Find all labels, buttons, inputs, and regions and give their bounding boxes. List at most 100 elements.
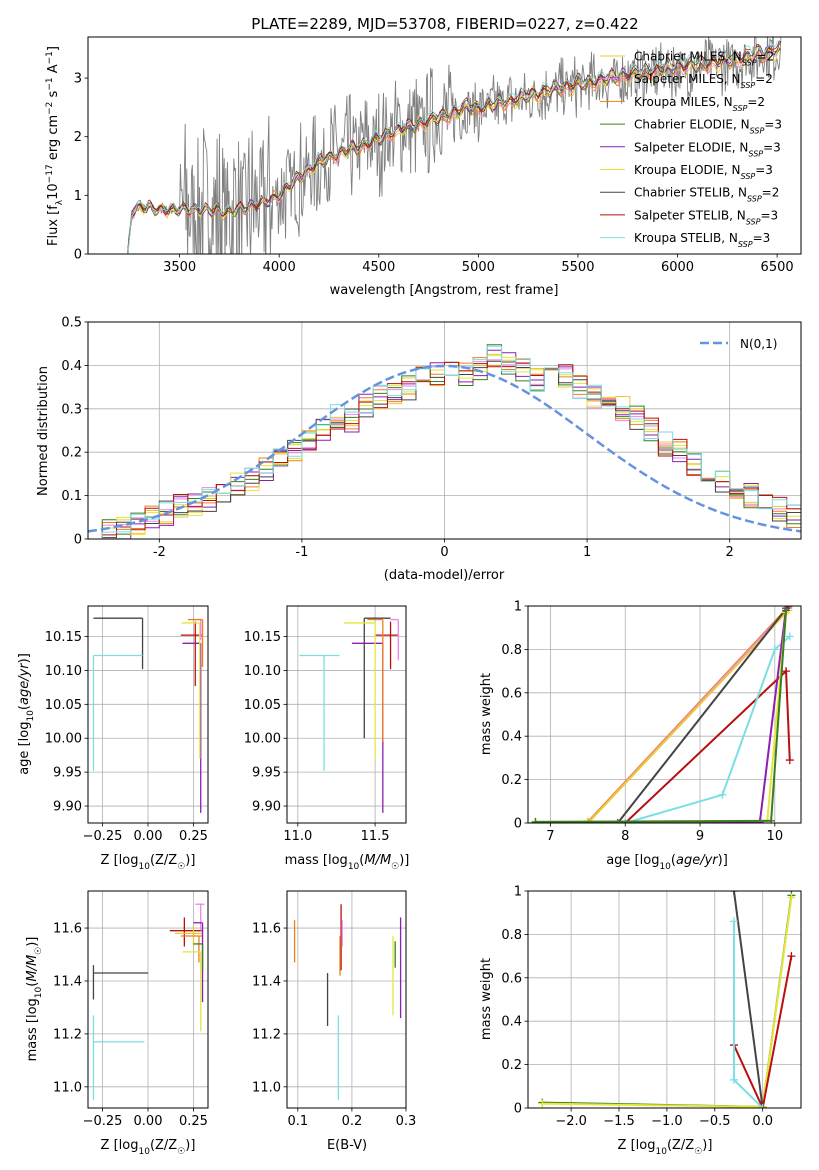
y-tick-label: 9.95 bbox=[53, 766, 82, 781]
y-tick-label: 9.90 bbox=[252, 800, 281, 815]
grid-lines bbox=[528, 890, 801, 1109]
axes-frame bbox=[87, 890, 209, 1109]
axes-weight-vs-age: 7 8 9 10 0 0.2 0.4 0.6 0.8 1 bbox=[501, 600, 802, 844]
y-tick-label: 1 bbox=[514, 600, 522, 615]
legend-label: N(0,1) bbox=[740, 337, 777, 351]
x-tick-label: 5500 bbox=[561, 260, 594, 275]
y-tick-label: 10.00 bbox=[45, 732, 82, 747]
y-tick-label: 0 bbox=[74, 533, 82, 548]
grid-lines bbox=[287, 891, 407, 1108]
x-axis-label: age [log10(age/yr)] bbox=[606, 853, 728, 872]
y-tick-label: 1 bbox=[74, 189, 82, 204]
x-axis-label: Z [log10(Z/Z☉)] bbox=[101, 1138, 196, 1157]
x-tick-label: −1.5 bbox=[603, 1114, 635, 1129]
y-axis-label: mass [log10(M/M☉)] bbox=[25, 937, 44, 1062]
axes-frame bbox=[527, 890, 802, 1109]
weight-line bbox=[624, 635, 791, 823]
grid-lines bbox=[88, 891, 208, 1108]
x-tick-label: 0.2 bbox=[342, 1114, 363, 1129]
plus-marker bbox=[770, 645, 779, 654]
y-tick-label: 0.2 bbox=[501, 1058, 522, 1073]
plot-area bbox=[125, 37, 782, 254]
y-tick-label: 3 bbox=[74, 72, 82, 87]
plus-marker bbox=[782, 606, 791, 615]
y-tick-label: 0.8 bbox=[501, 643, 522, 658]
plus-marker bbox=[758, 1104, 767, 1108]
axes-weight-vs-z: −2.0 −1.5 −1.0 −0.5 0.0 0 0.2 0.4 0.6 0.8 1 bbox=[501, 885, 802, 1129]
x-axis-label: mass [log10(M/M☉)] bbox=[285, 853, 410, 872]
legend-label: Kroupa ELODIE, NSSP=3 bbox=[634, 163, 773, 181]
x-tick-label: −2.0 bbox=[555, 1114, 587, 1129]
y-axis-label: Normed distribution bbox=[36, 366, 51, 496]
legend-label: Chabrier ELODIE, NSSP=3 bbox=[634, 118, 782, 136]
data-spectrum-line bbox=[127, 37, 782, 254]
y-tick-label: 10.05 bbox=[244, 698, 281, 713]
x-tick-label: 6000 bbox=[661, 260, 694, 275]
plus-marker bbox=[718, 790, 727, 799]
plus-marker bbox=[583, 819, 592, 823]
plus-marker bbox=[767, 816, 776, 823]
y-axis-label: age [log10(age/yr)] bbox=[17, 653, 36, 775]
x-tick-label: 8 bbox=[621, 829, 629, 844]
y-tick-label: 10.15 bbox=[45, 630, 82, 645]
y-tick-label: 11.0 bbox=[252, 1080, 281, 1095]
x-tick-label: 0 bbox=[440, 545, 448, 560]
plot-area bbox=[299, 617, 399, 813]
axes-frame bbox=[286, 890, 407, 1109]
plot-area bbox=[92, 903, 205, 1101]
legend-label: Salpeter MILES, NSSP=2 bbox=[634, 72, 773, 90]
plus-marker bbox=[755, 817, 764, 823]
weight-line bbox=[733, 955, 793, 1108]
axes-frame bbox=[87, 36, 802, 255]
x-tick-label: 11.0 bbox=[283, 829, 312, 844]
plot-area bbox=[531, 606, 794, 823]
plus-marker bbox=[729, 891, 738, 895]
x-tick-label: −0.5 bbox=[699, 1114, 731, 1129]
model-line-kroupa-stelib bbox=[125, 39, 781, 254]
axes-residuals: -2 -1 0 1 2 0 0.1 0.2 0.3 0.4 0.5 N(0,1) bbox=[61, 316, 802, 560]
x-tick-label: −0.25 bbox=[83, 829, 123, 844]
x-tick-label: 0.1 bbox=[287, 1114, 308, 1129]
x-tick-label: 0.00 bbox=[134, 1114, 163, 1129]
legend-label: Kroupa STELIB, NSSP=3 bbox=[634, 231, 770, 249]
y-tick-label: 9.95 bbox=[252, 766, 281, 781]
y-tick-label: 0 bbox=[514, 1102, 522, 1117]
x-tick-label: 5000 bbox=[462, 260, 495, 275]
figure-title: PLATE=2289, MJD=53708, FIBERID=0227, z=0… bbox=[251, 15, 638, 33]
y-tick-label: 0.1 bbox=[61, 489, 82, 504]
x-axis-label: wavelength [Angstrom, rest frame] bbox=[330, 283, 559, 298]
axes-mass-vs-ebv: 0.1 0.2 0.3 11.0 11.2 11.4 11.6 bbox=[252, 890, 416, 1129]
x-axis-label: Z [log10(Z/Z☉)] bbox=[101, 853, 196, 872]
y-tick-label: 0 bbox=[514, 817, 522, 832]
weight-line bbox=[732, 891, 764, 1108]
y-tick-label: 0.5 bbox=[61, 316, 82, 331]
y-tick-label: 0.2 bbox=[61, 446, 82, 461]
y-tick-label: 0.4 bbox=[501, 1015, 522, 1030]
x-tick-label: 10 bbox=[767, 829, 784, 844]
y-tick-label: 0.6 bbox=[501, 686, 522, 701]
weight-line bbox=[616, 606, 790, 823]
spectrum-legend: Chabrier MILES, NSSP=2 Salpeter MILES, NS… bbox=[600, 50, 782, 249]
y-tick-label: 0 bbox=[74, 248, 82, 263]
plus-marker bbox=[531, 817, 540, 823]
x-axis-label: Z [log10(Z/Z☉)] bbox=[618, 1138, 713, 1157]
x-tick-label: −1.0 bbox=[651, 1114, 683, 1129]
axes-frame bbox=[87, 605, 209, 824]
legend-label: Salpeter ELODIE, NSSP=3 bbox=[634, 140, 781, 158]
y-tick-label: 11.2 bbox=[53, 1027, 82, 1042]
legend-label: Chabrier MILES, NSSP=2 bbox=[634, 50, 774, 68]
y-tick-label: 10.05 bbox=[45, 698, 82, 713]
x-tick-label: 7 bbox=[546, 829, 554, 844]
x-tick-label: 2 bbox=[726, 545, 734, 560]
x-tick-label: 4000 bbox=[263, 260, 296, 275]
y-tick-label: 0.4 bbox=[61, 359, 82, 374]
legend-label: Kroupa MILES, NSSP=2 bbox=[634, 95, 765, 113]
y-tick-label: 11.6 bbox=[53, 922, 82, 937]
y-tick-label: 0.6 bbox=[501, 971, 522, 986]
axes-frame bbox=[286, 605, 407, 824]
plot-area bbox=[88, 344, 801, 539]
x-tick-label: -1 bbox=[295, 545, 308, 560]
plot-area bbox=[92, 617, 204, 813]
legend-label: Chabrier STELIB, NSSP=2 bbox=[634, 186, 779, 204]
